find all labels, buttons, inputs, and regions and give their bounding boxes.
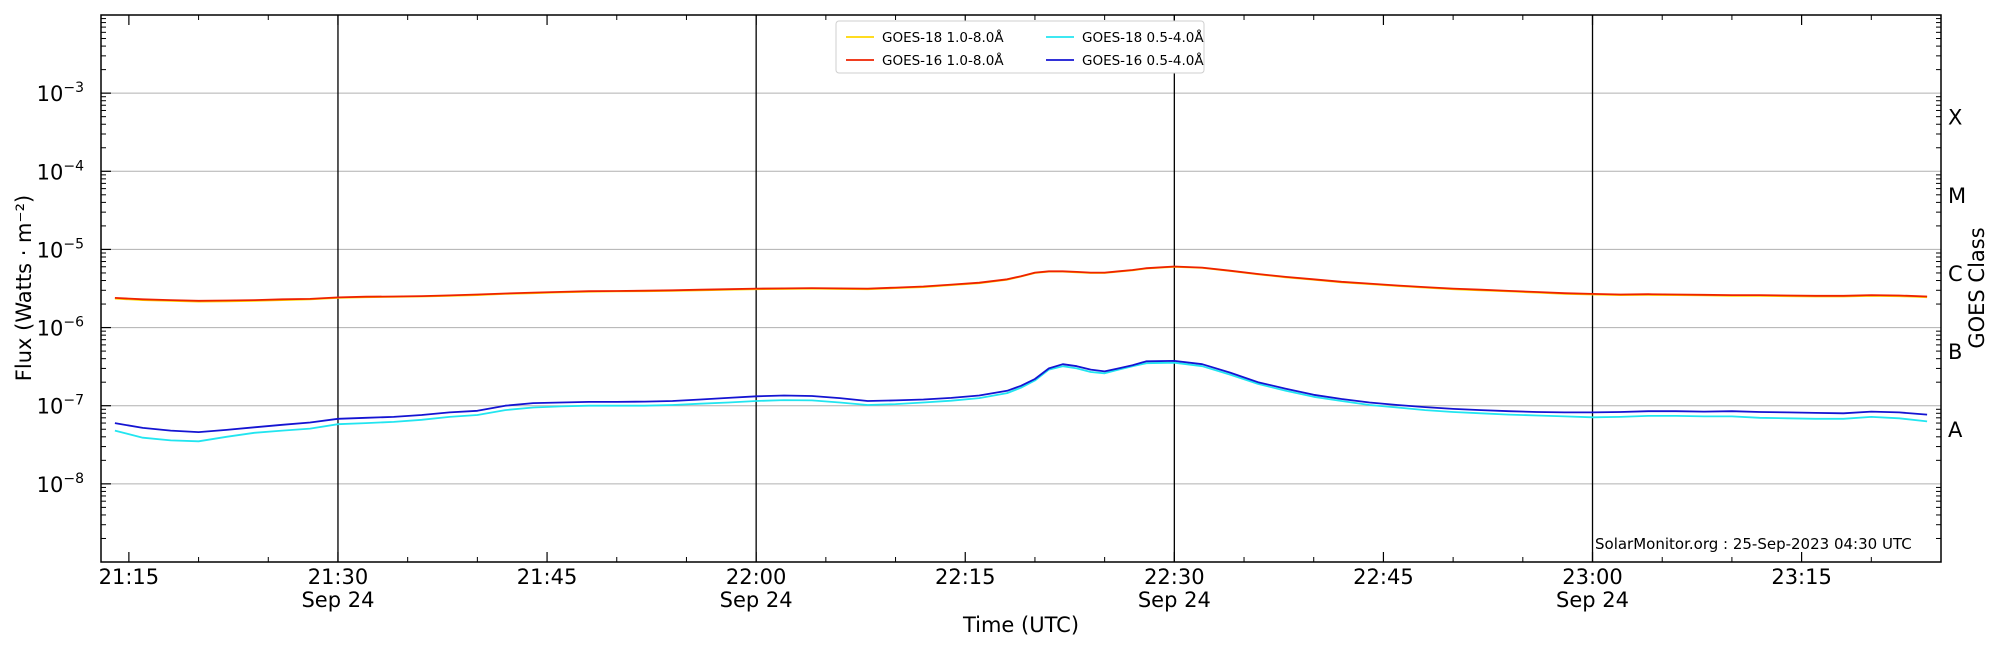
goes-class-b: B [1948,340,1962,364]
legend-label: GOES-18 0.5-4.0Å [1082,29,1204,46]
x-tick-date-label: Sep 24 [301,588,374,612]
x-tick-label: 22:45 [1353,565,1414,589]
x-tick-label: 22:30 [1144,565,1205,589]
goes-class-a: A [1948,418,1963,442]
y-tick-label: 10−3 [37,80,84,106]
y-tick-label: 10−4 [37,158,84,184]
y-tick-label: 10−5 [37,236,84,262]
series-line-4 [114,359,1928,434]
x-tick-label: 22:00 [726,565,787,589]
x-tick-label: 23:15 [1771,565,1832,589]
source-credit: SolarMonitor.org : 25-Sep-2023 04:30 UTC [1595,535,1912,553]
legend-box [835,20,1205,74]
vertical-day-markers [337,15,1594,562]
goes-class-axis-title: GOES Class [1965,227,1989,348]
x-tick-label: 23:00 [1562,565,1623,589]
goes-class-c: C [1948,262,1963,286]
x-tick-label: 21:45 [517,565,578,589]
x-tick-date-label: Sep 24 [720,588,793,612]
goes-class-m: M [1948,184,1966,208]
x-tick-date-label: Sep 24 [1556,588,1629,612]
series-line-2 [114,265,1928,302]
plot-frame [100,14,1942,563]
x-tick-date-label: Sep 24 [1138,588,1211,612]
legend-label: GOES-16 1.0-8.0Å [882,52,1004,69]
x-axis-title: Time (UTC) [962,613,1079,637]
y-axis-ticks: 10−8 10−7 10−6 10−5 10−4 10−3 [37,18,1941,539]
flux-series [114,265,1928,443]
x-tick-label: 22:15 [935,565,996,589]
y-tick-label: 10−6 [37,315,84,341]
legend-label: GOES-18 1.0-8.0Å [882,29,1004,46]
x-tick-label: 21:15 [99,565,160,589]
legend-label: GOES-16 0.5-4.0Å [1082,52,1204,69]
x-tick-label: 21:30 [308,565,369,589]
y-tick-label: 10−7 [37,393,84,419]
y-tick-label: 10−8 [37,471,84,497]
goes-class-x: X [1948,106,1962,130]
goes-class-labels: A B C M X [1948,106,1966,443]
y-axis-title: Flux (Watts · m⁻²) [12,195,36,381]
series-line-3 [114,361,1928,443]
legend: GOES-18 1.0-8.0Å GOES-16 1.0-8.0Å GOES-18 … [835,20,1205,74]
horizontal-gridlines [101,92,1941,485]
